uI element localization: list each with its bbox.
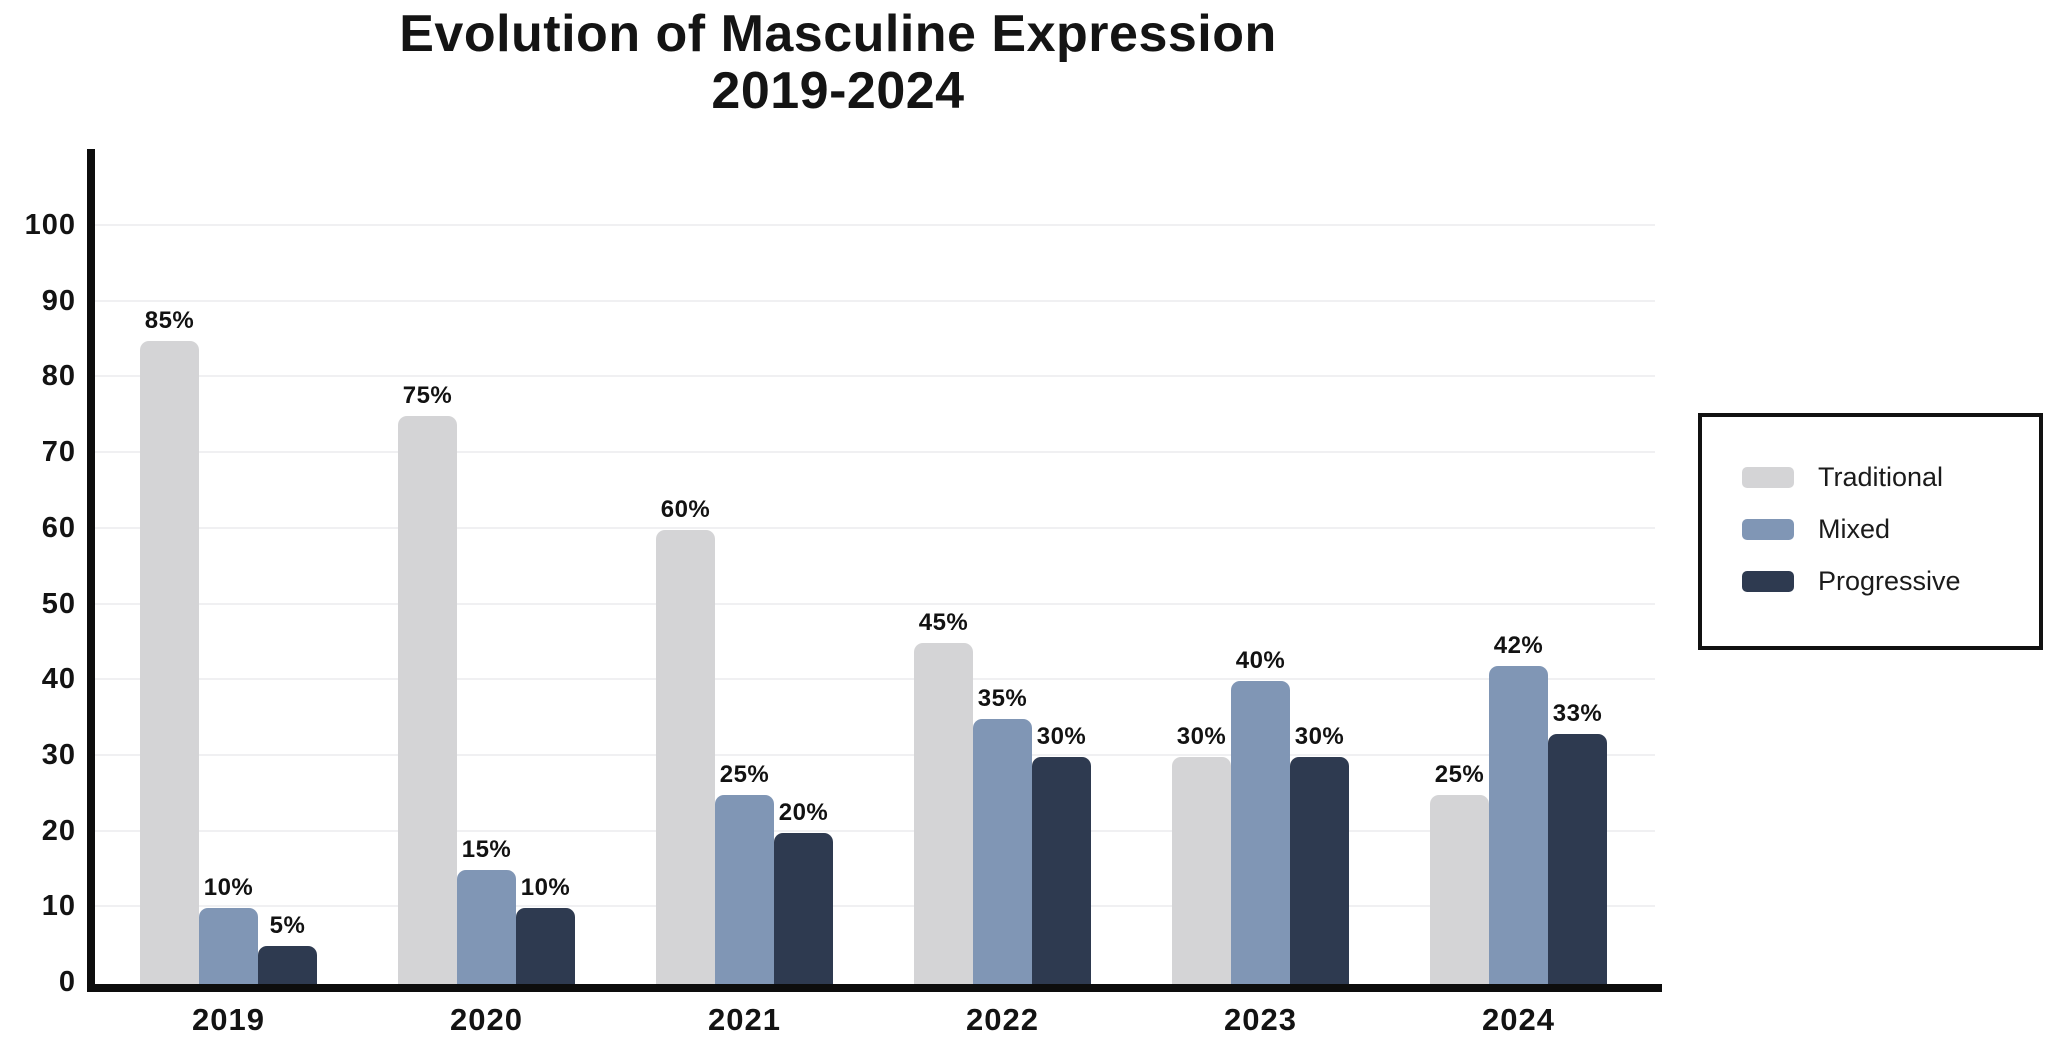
bar-progressive-2021 [774,833,833,984]
chart-title-line2: 2019-2024 [711,62,965,120]
value-label-traditional-2023: 30% [1176,723,1227,750]
value-label-mixed-2024: 42% [1493,632,1544,659]
legend-label-traditional: Traditional [1818,461,1944,492]
x-tick-label-2019: 2019 [192,1002,265,1037]
value-label-mixed-2020: 15% [461,836,512,863]
y-tick-label-100: 100 [24,209,76,241]
x-tick-label-2023: 2023 [1224,1002,1297,1037]
bar-progressive-2024 [1548,734,1607,984]
value-label-progressive-2022: 30% [1036,723,1087,750]
gridline-70 [95,451,1655,454]
value-label-mixed-2019: 10% [203,874,254,901]
bar-progressive-2023 [1290,757,1349,984]
bar-traditional-2020 [398,416,457,984]
x-tick-label-2021: 2021 [708,1002,781,1037]
value-label-traditional-2019: 85% [144,307,195,334]
value-label-mixed-2021: 25% [719,761,770,788]
chart-title: Evolution of Masculine Expression 2019-2… [138,6,1538,120]
gridline-80 [95,375,1655,378]
legend-item-progressive: Progressive [1742,565,2039,597]
bar-traditional-2019 [140,341,199,984]
bar-mixed-2022 [973,719,1032,984]
value-label-progressive-2021: 20% [778,799,829,826]
value-label-traditional-2022: 45% [918,609,969,636]
x-axis-line [87,984,1662,992]
legend-item-mixed: Mixed [1742,513,2039,545]
value-label-traditional-2024: 25% [1434,761,1485,788]
legend-item-traditional: Traditional [1742,461,2039,493]
value-label-traditional-2020: 75% [402,382,453,409]
y-tick-label-80: 80 [41,360,76,393]
value-label-mixed-2022: 35% [977,685,1028,712]
legend-label-progressive: Progressive [1818,565,1961,596]
gridline-100 [95,224,1655,226]
x-tick-label-2024: 2024 [1482,1002,1555,1037]
legend: Traditional Mixed Progressive [1698,413,2043,650]
y-tick-label-10: 10 [41,890,76,923]
x-tick-label-2022: 2022 [966,1002,1039,1037]
value-label-progressive-2020: 10% [520,874,571,901]
y-axis-line [87,149,95,992]
legend-swatch-traditional [1742,466,1794,488]
value-label-traditional-2021: 60% [660,496,711,523]
bar-progressive-2019 [258,946,317,984]
bar-progressive-2020 [516,908,575,984]
value-label-progressive-2023: 30% [1294,723,1345,750]
legend-label-mixed: Mixed [1818,513,1891,544]
gridline-60 [95,526,1655,529]
y-tick-label-40: 40 [41,663,76,696]
bar-traditional-2024 [1430,795,1489,984]
y-tick-label-90: 90 [41,284,76,317]
bar-mixed-2021 [715,795,774,984]
y-tick-label-0: 0 [58,966,76,998]
value-label-mixed-2023: 40% [1235,647,1286,674]
bar-mixed-2020 [457,870,516,984]
value-label-progressive-2019: 5% [269,912,306,939]
legend-swatch-progressive [1742,570,1794,592]
gridline-50 [95,602,1655,605]
bar-mixed-2023 [1231,681,1290,984]
x-tick-label-2020: 2020 [450,1002,523,1037]
y-tick-label-50: 50 [41,587,76,620]
bar-mixed-2024 [1489,666,1548,984]
y-tick-label-20: 20 [41,814,76,847]
gridline-90 [95,299,1655,302]
value-label-progressive-2024: 33% [1552,700,1603,727]
y-tick-label-60: 60 [41,511,76,544]
bar-traditional-2023 [1172,757,1231,984]
legend-swatch-mixed [1742,518,1794,540]
bar-traditional-2022 [914,643,973,984]
gridline-20 [95,829,1655,832]
gridline-10 [95,905,1655,908]
y-tick-label-30: 30 [41,738,76,771]
bar-mixed-2019 [199,908,258,984]
gridline-30 [95,753,1655,756]
bar-traditional-2021 [656,530,715,984]
bar-progressive-2022 [1032,757,1091,984]
chart-title-line1: Evolution of Masculine Expression [399,5,1277,63]
gridline-40 [95,678,1655,681]
y-tick-label-70: 70 [41,436,76,469]
